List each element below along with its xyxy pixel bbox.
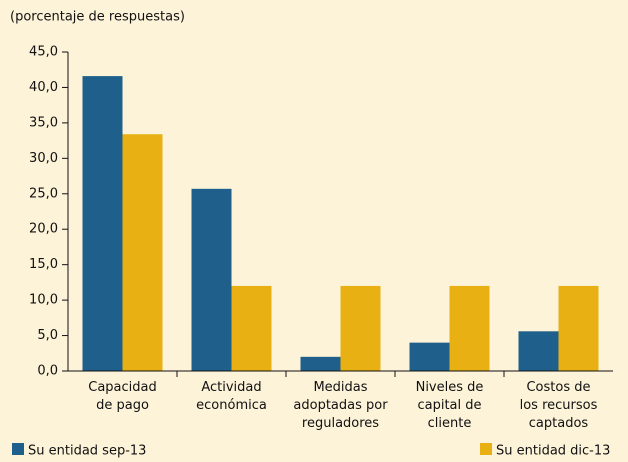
x-tick-label: Capacidad de pago	[88, 380, 157, 413]
bar	[300, 356, 341, 371]
bar	[558, 285, 599, 371]
y-tick-label: 35,0	[29, 115, 58, 130]
y-tick-label: 40,0	[29, 80, 58, 95]
legend-swatch	[480, 443, 492, 455]
legend-label: Su entidad sep-13	[28, 444, 146, 459]
y-axis-label: (porcentaje de respuestas)	[10, 10, 185, 25]
x-tick-label-line: Niveles de	[416, 380, 484, 395]
bar	[409, 342, 450, 371]
x-tick-label-line: Capacidad	[88, 380, 157, 395]
y-tick-label: 15,0	[29, 257, 58, 272]
x-tick-label-line: de pago	[96, 398, 149, 413]
x-tick-label-line: capital de	[417, 398, 481, 413]
x-tick-label-line: Medidas	[313, 380, 367, 395]
x-tick-label-line: económica	[196, 398, 267, 413]
x-tick-label-line: adoptadas por	[293, 398, 388, 413]
y-tick-label: 25,0	[29, 186, 58, 201]
y-tick-label: 0,0	[37, 364, 58, 379]
x-tick-label: Actividad económica	[196, 380, 267, 413]
y-tick-label: 45,0	[29, 45, 58, 60]
bar	[231, 285, 272, 371]
x-tick-label: Medidas adoptadas por reguladores	[293, 380, 388, 431]
legend-swatch	[12, 443, 24, 455]
bar	[449, 285, 490, 371]
x-tick-label-line: reguladores	[302, 416, 379, 431]
x-tick-label-line: cliente	[428, 416, 472, 431]
y-tick-label: 10,0	[29, 293, 58, 308]
y-tick-label: 20,0	[29, 222, 58, 237]
x-tick-label-line: captados	[529, 416, 589, 431]
bar	[82, 76, 123, 371]
bar	[340, 285, 381, 371]
legend-label: Su entidad dic-13	[496, 444, 610, 459]
bar	[122, 134, 163, 371]
y-tick-label: 5,0	[37, 328, 58, 343]
bar	[518, 331, 559, 371]
x-tick-label-line: los recursos	[520, 398, 598, 413]
x-tick-label: Niveles de capital de cliente	[416, 380, 484, 431]
x-tick-label-line: Actividad	[201, 380, 261, 395]
y-tick-label: 30,0	[29, 151, 58, 166]
bar	[191, 188, 232, 371]
x-tick-label: Costos de los recursos captados	[520, 380, 598, 431]
x-tick-label-line: Costos de	[526, 380, 590, 395]
